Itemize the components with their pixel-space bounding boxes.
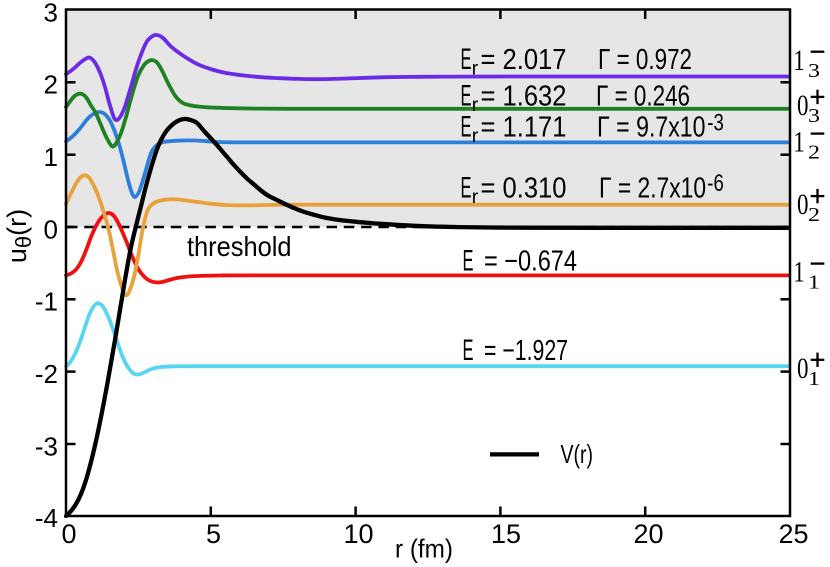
svg-text:3: 3 (44, 0, 58, 28)
svg-text:= −0.674: = −0.674 (484, 246, 577, 278)
svg-text:E: E (463, 245, 474, 278)
svg-text:0: 0 (797, 89, 809, 122)
svg-text:= 2.017: = 2.017 (481, 44, 567, 76)
svg-text:E: E (461, 79, 472, 112)
svg-text:15: 15 (491, 519, 521, 549)
svg-text:-4: -4 (35, 503, 58, 533)
svg-text:r (fm): r (fm) (395, 534, 453, 564)
svg-text:1: 1 (793, 256, 805, 289)
svg-text:E: E (461, 43, 472, 76)
svg-text:Γ = 0.246: Γ = 0.246 (596, 80, 690, 112)
svg-text:threshold: threshold (187, 231, 292, 262)
svg-text:Γ = 0.972: Γ = 0.972 (598, 44, 692, 76)
svg-text:-6: -6 (707, 170, 724, 197)
svg-text:r: r (472, 59, 479, 80)
svg-text:0: 0 (61, 519, 76, 549)
svg-text:= −1.927: = −1.927 (484, 335, 568, 367)
svg-text:0: 0 (44, 214, 58, 244)
svg-text:V(r): V(r) (561, 439, 594, 469)
svg-text:-3: -3 (707, 109, 724, 136)
svg-text:E: E (461, 111, 472, 144)
svg-text:0: 0 (797, 188, 809, 221)
svg-text:2: 2 (808, 142, 820, 164)
svg-text:Γ = 9.7x10: Γ = 9.7x10 (597, 112, 706, 144)
svg-text:E: E (461, 172, 472, 205)
svg-text:r: r (472, 126, 479, 147)
svg-text:r: r (472, 187, 479, 208)
svg-text:-3: -3 (35, 431, 58, 461)
svg-text:1: 1 (808, 272, 820, 294)
svg-text:2: 2 (44, 70, 58, 100)
svg-text:3: 3 (808, 105, 820, 127)
svg-text:Γ = 2.7x10: Γ = 2.7x10 (599, 173, 706, 205)
svg-text:E: E (463, 334, 474, 367)
svg-text:2: 2 (808, 204, 820, 226)
svg-text:uθ(r): uθ(r) (2, 209, 36, 263)
svg-text:3: 3 (808, 60, 820, 82)
svg-text:1: 1 (44, 142, 58, 172)
svg-text:= 0.310: = 0.310 (481, 173, 567, 205)
svg-text:-1: -1 (35, 287, 58, 317)
svg-text:= 1.171: = 1.171 (481, 112, 567, 144)
svg-text:25: 25 (778, 519, 808, 549)
svg-text:20: 20 (633, 519, 663, 549)
svg-text:5: 5 (206, 519, 221, 549)
svg-text:10: 10 (343, 519, 373, 549)
svg-text:r: r (472, 95, 479, 116)
svg-text:1: 1 (808, 368, 820, 390)
svg-text:= 1.632: = 1.632 (481, 80, 567, 112)
svg-text:0: 0 (797, 352, 809, 385)
svg-text:1: 1 (793, 44, 805, 77)
svg-text:-2: -2 (35, 359, 58, 389)
svg-text:1: 1 (793, 126, 805, 159)
